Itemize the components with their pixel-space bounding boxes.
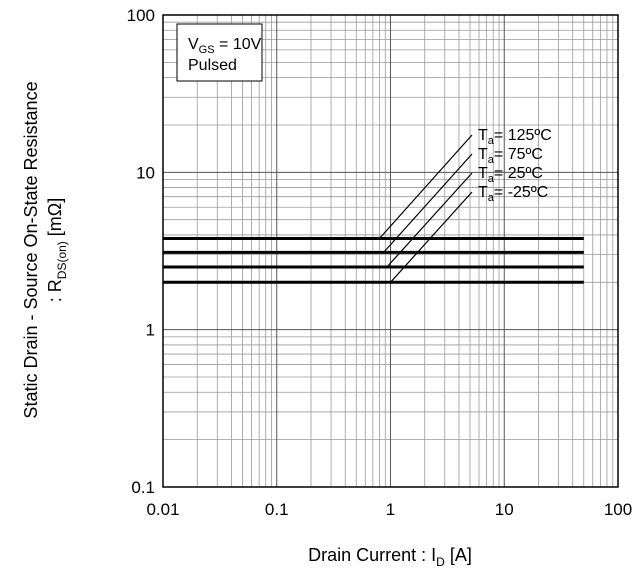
series-label-2: Ta= 25ºC <box>478 165 543 185</box>
x-tick-label: 10 <box>495 500 514 519</box>
y-axis-label-line2: : RDS(on) [mΩ] <box>45 198 69 302</box>
series-label-3: Ta= -25ºC <box>478 184 548 204</box>
conditions-pulsed: Pulsed <box>188 57 237 74</box>
x-tick-label: 0.1 <box>265 500 289 519</box>
tick-labels: 0.01 0.1 1 10 100 0.1 1 10 100 <box>127 6 633 519</box>
y-tick-label: 100 <box>127 6 155 25</box>
plot-frame <box>162 14 619 488</box>
x-tick-label: 1 <box>386 500 395 519</box>
x-tick-label: 0.01 <box>146 500 179 519</box>
y-tick-label: 10 <box>136 163 155 182</box>
series-leader-line-1 <box>383 153 473 253</box>
series-leader-line-3 <box>390 191 473 283</box>
series-leader-line-0 <box>379 134 473 239</box>
conditions-vgs: VGS = 10V <box>188 36 262 56</box>
series-group <box>163 236 584 284</box>
series-label-1: Ta= 75ºC <box>478 146 543 166</box>
y-tick-label: 1 <box>146 321 155 340</box>
conditions-box <box>176 23 263 82</box>
series-label-0: Ta= 125ºC <box>478 127 552 147</box>
x-tick-label: 100 <box>604 500 632 519</box>
y-tick-label: 0.1 <box>131 478 155 497</box>
x-axis-label: Drain Current : ID [A] <box>308 545 472 569</box>
series-leader-line-2 <box>386 172 473 268</box>
y-axis-label-line1: Static Drain - Source On-State Resistanc… <box>21 81 41 418</box>
